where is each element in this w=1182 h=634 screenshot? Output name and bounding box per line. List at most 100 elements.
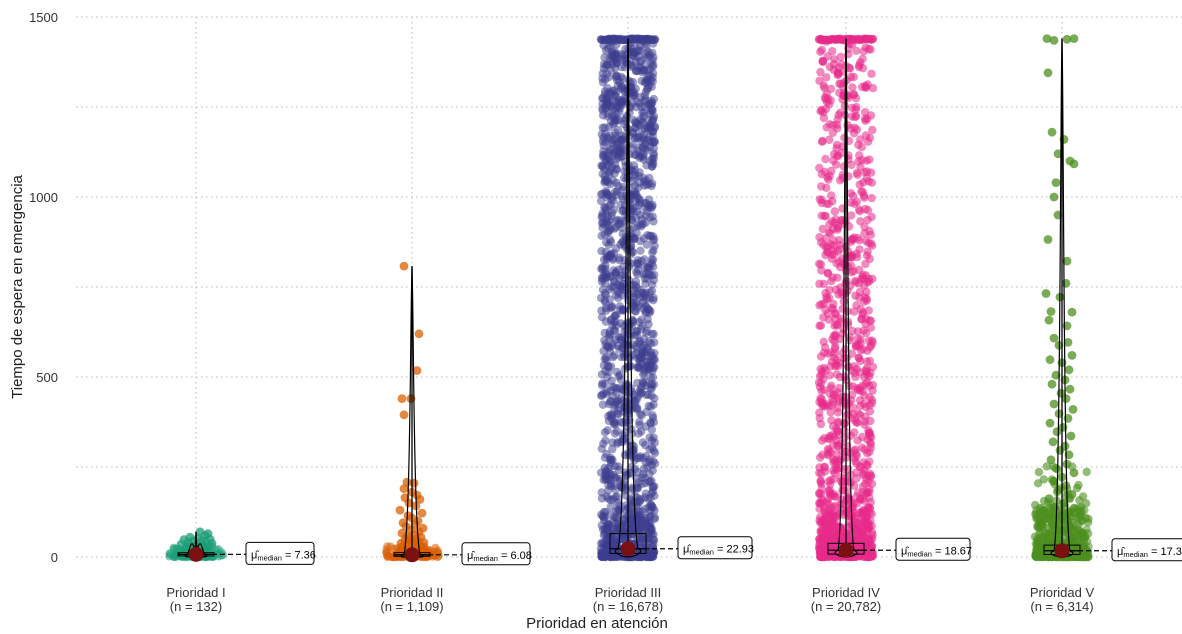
data-point: [1082, 499, 1091, 508]
data-point: [815, 453, 825, 462]
data-point: [608, 176, 618, 185]
data-point: [647, 82, 656, 92]
data-point: [846, 396, 856, 405]
data-point: [606, 200, 615, 209]
data-point: [862, 296, 871, 305]
data-point: [850, 428, 859, 437]
data-point: [649, 363, 658, 373]
data-point: [597, 494, 607, 503]
data-point: [1043, 536, 1052, 546]
median-label: μ̂median = 7.36: [251, 549, 316, 562]
data-point: [640, 341, 649, 350]
y-tick-label: 0: [51, 550, 58, 565]
data-point: [1076, 528, 1086, 537]
data-point: [833, 457, 842, 466]
x-tick-label: Prioridad IV: [812, 585, 880, 600]
outlier-point: [1069, 159, 1079, 169]
data-point: [844, 362, 853, 371]
data-point: [836, 52, 845, 62]
data-point: [831, 501, 840, 510]
data-point: [847, 211, 856, 220]
data-point: [1049, 476, 1058, 486]
median-label-box: [677, 536, 753, 560]
data-point: [1047, 501, 1056, 510]
data-point: [855, 293, 864, 302]
data-point: [847, 349, 857, 358]
data-point: [616, 200, 625, 210]
data-point: [633, 256, 642, 265]
data-point: [612, 427, 621, 436]
data-point: [635, 168, 644, 177]
data-point: [638, 288, 647, 298]
data-point: [630, 189, 639, 199]
data-point: [829, 475, 838, 484]
data-point: [598, 74, 607, 83]
data-point: [600, 354, 609, 364]
data-point: [840, 372, 849, 381]
data-point: [601, 46, 611, 55]
data-point: [1075, 496, 1084, 505]
data-point: [865, 381, 874, 391]
data-point: [835, 334, 844, 344]
median-label: μ̂median = 6.08: [467, 550, 532, 563]
data-point: [855, 410, 865, 420]
data-point: [866, 416, 875, 426]
data-point: [596, 196, 606, 206]
data-point: [636, 116, 646, 126]
data-point: [639, 234, 649, 243]
data-point: [169, 544, 179, 554]
data-point: [617, 333, 626, 342]
data-point: [618, 151, 627, 161]
data-point: [1033, 522, 1042, 532]
data-point: [636, 324, 646, 333]
median-subscript: median: [473, 554, 498, 563]
data-point: [605, 343, 614, 352]
data-point: [863, 114, 872, 124]
x-tick-n-label: (n = 16,678): [593, 599, 663, 614]
data-point: [852, 197, 861, 206]
data-point: [852, 111, 861, 121]
data-point: [864, 177, 873, 186]
data-point: [601, 298, 610, 307]
data-point: [1069, 541, 1078, 551]
outlier-point: [1067, 307, 1077, 317]
data-point: [1039, 496, 1049, 506]
data-point: [817, 300, 826, 309]
data-point: [606, 510, 615, 519]
data-point: [650, 513, 659, 522]
data-point: [620, 428, 629, 437]
data-point: [824, 175, 833, 184]
data-point: [1037, 549, 1046, 559]
outlier-point: [1049, 333, 1059, 343]
data-point: [605, 226, 615, 235]
data-point: [618, 194, 627, 203]
data-point: [865, 133, 875, 142]
data-point: [646, 547, 656, 556]
median-point: [404, 547, 420, 563]
data-point: [648, 62, 657, 72]
data-point: [650, 35, 660, 44]
data-point: [838, 254, 847, 263]
data-point: [826, 348, 835, 357]
data-point: [607, 302, 616, 311]
data-point: [846, 189, 856, 198]
mu-hat-symbol: μ̂: [467, 550, 475, 562]
data-point: [634, 429, 643, 438]
data-point: [829, 440, 838, 450]
data-point: [607, 162, 617, 171]
data-point: [1057, 525, 1066, 535]
median-point: [188, 546, 204, 562]
data-point: [649, 446, 659, 455]
data-point: [817, 386, 826, 396]
data-point: [863, 488, 872, 497]
data-point: [616, 531, 625, 540]
median-label: μ̂median = 22.93: [683, 544, 754, 557]
data-point: [648, 248, 657, 257]
data-point: [829, 236, 838, 245]
data-point: [845, 64, 855, 73]
data-point: [612, 310, 621, 319]
data-point: [648, 105, 657, 115]
data-point: [832, 370, 842, 379]
data-point: [214, 552, 224, 561]
